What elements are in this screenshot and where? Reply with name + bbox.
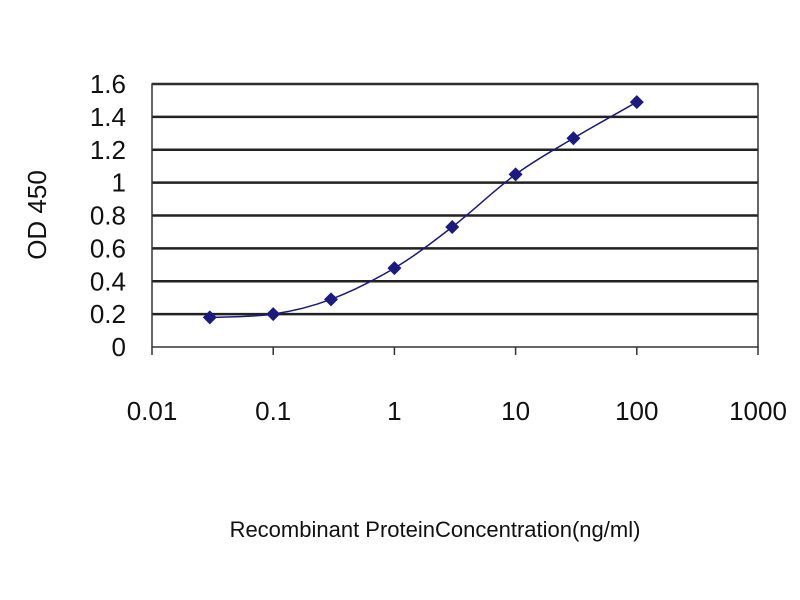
data-point-marker — [445, 220, 460, 235]
x-tick-label: 10 — [501, 396, 530, 426]
y-tick-label: 1 — [112, 168, 126, 198]
data-point-marker — [266, 307, 281, 322]
y-tick-label: 0.6 — [90, 233, 126, 263]
y-tick-label: 1.4 — [90, 102, 126, 132]
y-tick-label: 0.8 — [90, 201, 126, 231]
x-tick-label: 1000 — [729, 396, 787, 426]
gridlines — [152, 82, 758, 316]
data-point-marker — [629, 95, 644, 110]
y-axis-ticks: 00.20.40.60.811.21.41.6 — [90, 69, 126, 362]
y-tick-label: 1.2 — [90, 135, 126, 165]
y-tick-label: 1.6 — [90, 69, 126, 99]
data-point-marker — [566, 131, 581, 146]
data-point-marker — [324, 292, 339, 307]
x-tick-label: 1 — [387, 396, 401, 426]
y-axis-label: OD 450 — [22, 170, 52, 260]
y-tick-label: 0 — [112, 332, 126, 362]
x-tick-label: 0.01 — [127, 396, 178, 426]
series-line — [209, 101, 638, 319]
x-tick-label: 100 — [615, 396, 658, 426]
x-tick-label: 0.1 — [255, 396, 291, 426]
data-point-marker — [508, 167, 523, 182]
x-axis-ticks: 0.01 0.1 1 10 100 1000 — [127, 347, 787, 426]
data-point-marker — [202, 310, 217, 325]
x-axis-label: Recombinant ProteinConcentration(ng/ml) — [230, 517, 641, 542]
data-point-marker — [387, 261, 402, 276]
plot-frame — [151, 83, 759, 348]
y-tick-label: 0.4 — [90, 266, 126, 296]
series-group — [202, 95, 644, 325]
y-tick-label: 0.2 — [90, 299, 126, 329]
